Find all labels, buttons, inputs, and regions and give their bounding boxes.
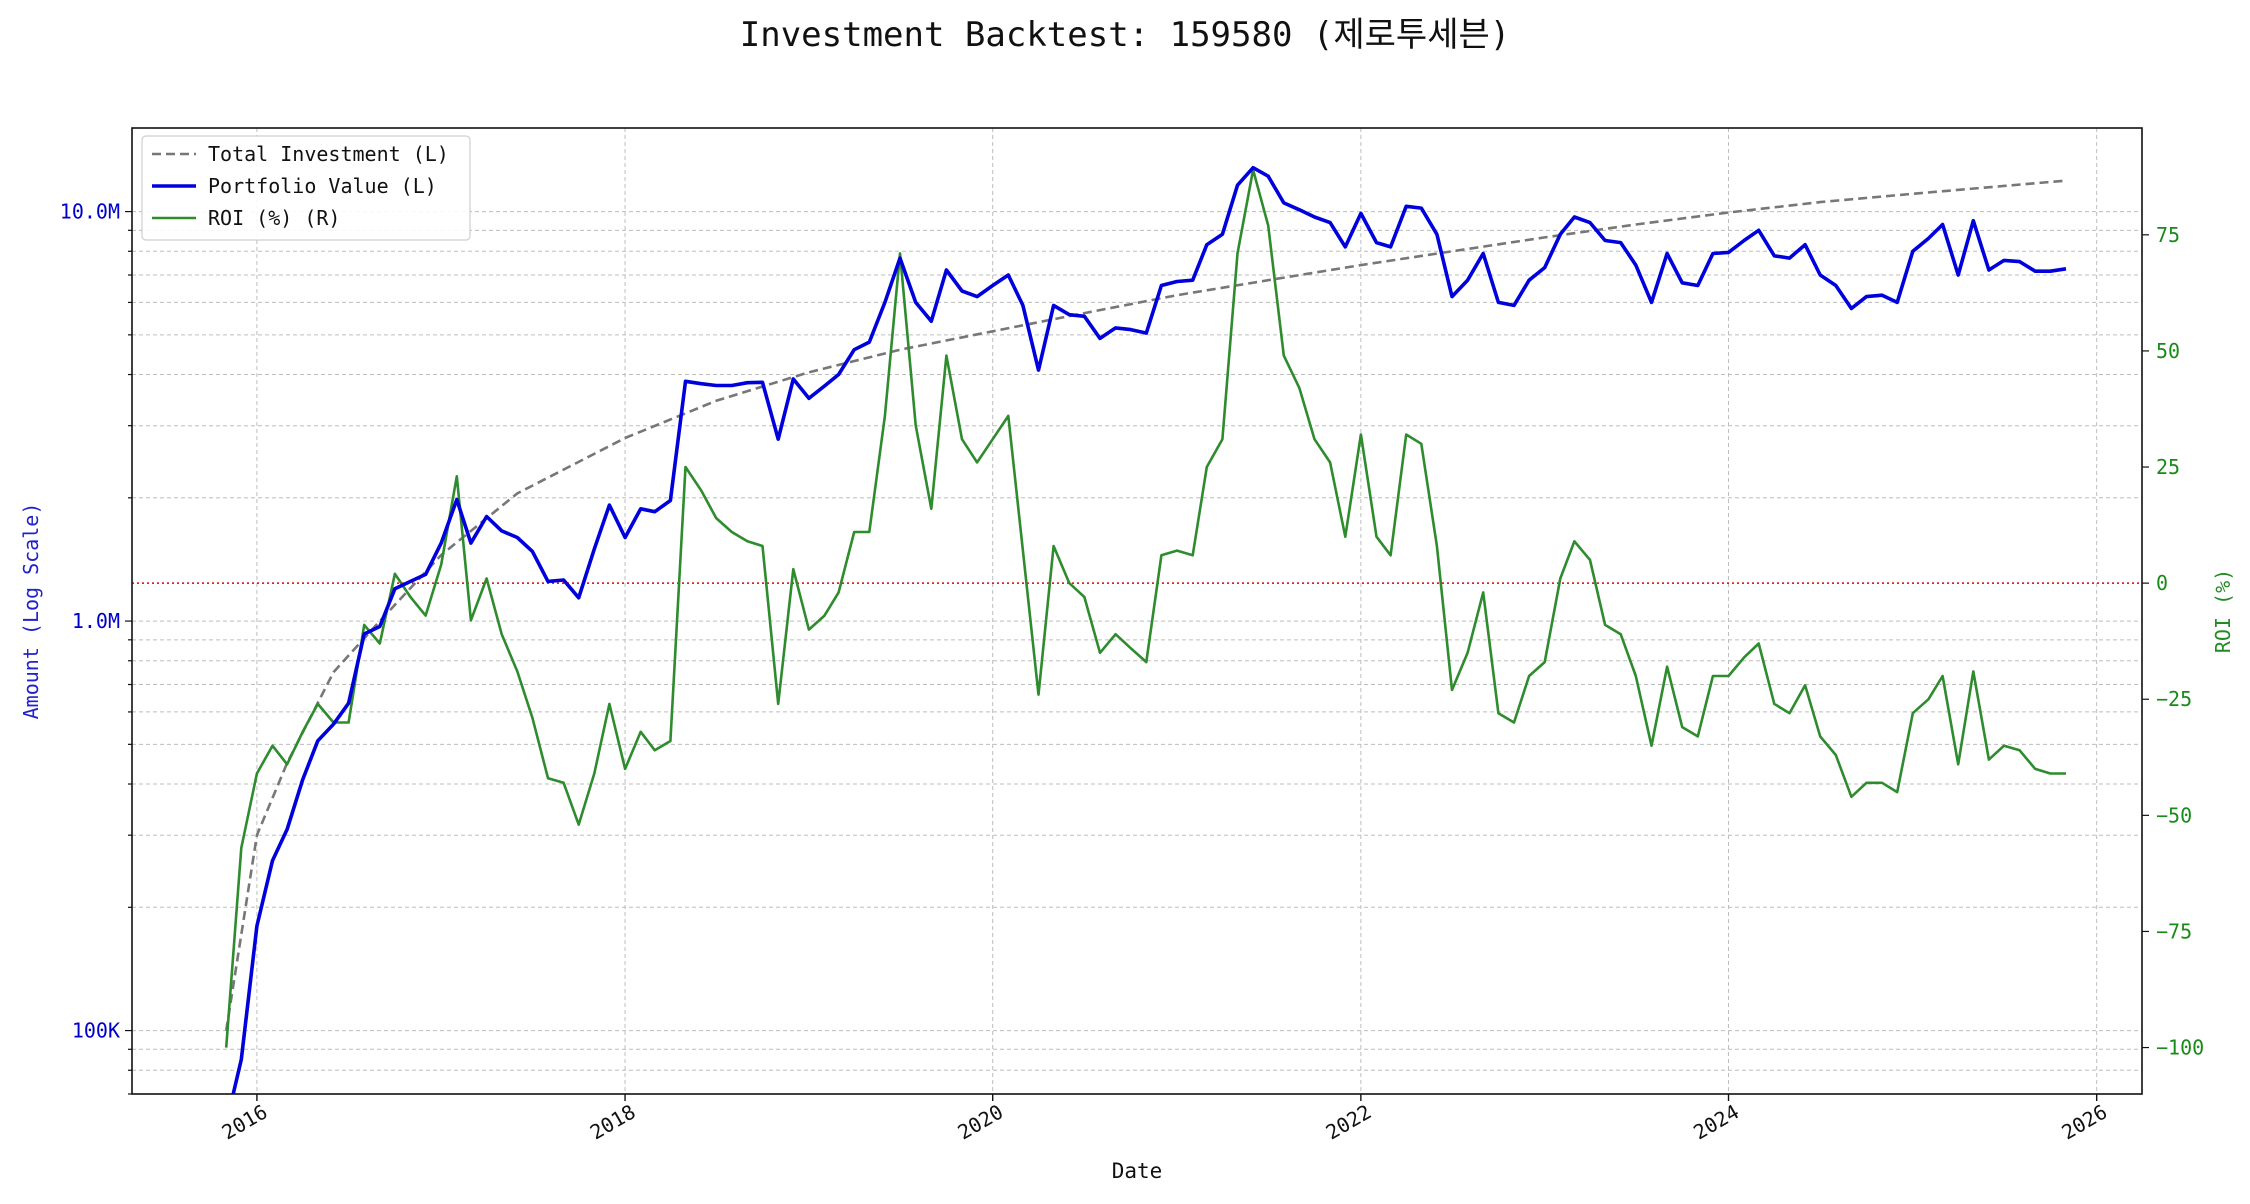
x-tick-label: 2022 bbox=[1322, 1100, 1376, 1145]
y-right-tick-label: −100 bbox=[2156, 1036, 2204, 1060]
x-tick-label: 2026 bbox=[2057, 1100, 2111, 1145]
legend-label: Total Investment (L) bbox=[208, 142, 449, 166]
y-left-tick-label: 1.0M bbox=[72, 609, 120, 633]
y-right-tick-label: 0 bbox=[2156, 571, 2168, 595]
legend: Total Investment (L) Portfolio Value (L) R… bbox=[141, 135, 471, 241]
y-axis-label-left: Amount (Log Scale) bbox=[19, 503, 43, 720]
y-right-tick-label: −25 bbox=[2156, 687, 2192, 711]
plot-frame bbox=[131, 127, 2143, 1095]
chart-title: Investment Backtest: 159580 (제로투세븐) bbox=[740, 15, 1511, 55]
y-right-tick-label: −50 bbox=[2156, 803, 2192, 827]
x-tick-label: 2016 bbox=[218, 1100, 272, 1145]
y-right-tick-label: 75 bbox=[2156, 223, 2180, 247]
y-left-tick-label: 10.0M bbox=[60, 200, 120, 224]
x-tick-label: 2020 bbox=[953, 1100, 1007, 1145]
series-line-total-investment bbox=[224, 179, 2067, 1031]
legend-label: ROI (%) (R) bbox=[208, 206, 340, 230]
y-axis-label-right: ROI (%) bbox=[2211, 569, 2235, 653]
grid bbox=[132, 128, 2142, 1095]
legend-label: Portfolio Value (L) bbox=[208, 174, 437, 198]
y-left-tick-label: 100K bbox=[72, 1019, 120, 1043]
y-right-tick-label: 50 bbox=[2156, 339, 2180, 363]
legend-box bbox=[141, 135, 471, 241]
x-tick-label: 2018 bbox=[586, 1100, 640, 1145]
axes: 2016 2018 2020 2022 2024 2026 100K 1.0M 10.0M −10… bbox=[60, 200, 2204, 1145]
series-line-portfolio-value bbox=[231, 165, 2067, 1094]
y-right-tick-label: −75 bbox=[2156, 919, 2192, 943]
x-axis-label: Date bbox=[1112, 1159, 1163, 1183]
y-right-tick-label: 25 bbox=[2156, 455, 2180, 479]
series-layer bbox=[224, 165, 2067, 1094]
x-tick-label: 2024 bbox=[1689, 1100, 1743, 1145]
series-line-roi bbox=[224, 168, 2066, 1048]
